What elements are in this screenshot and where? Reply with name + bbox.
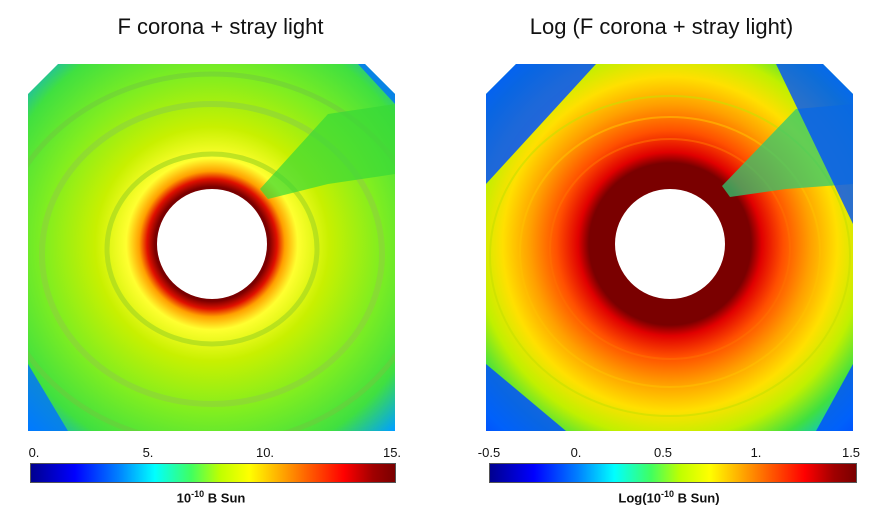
right-colorbar-tick: 0. <box>570 445 582 460</box>
left-colorbar-tick: 0. <box>28 445 40 460</box>
right-corner-blue <box>486 64 596 184</box>
right-panel: Log (F corona + stray light) <box>441 0 882 524</box>
right-colorbar-tick: 1.5 <box>841 445 861 460</box>
left-colorbar <box>30 463 396 483</box>
left-coronagraph-svg <box>28 64 395 431</box>
left-contour-ring <box>39 101 385 407</box>
right-colorbar-tick: 1. <box>750 445 762 460</box>
right-contour-ring <box>519 116 821 388</box>
left-occulter-disk <box>157 189 267 299</box>
right-corner-blue <box>776 64 853 224</box>
left-contour-ring <box>104 151 320 347</box>
left-corner-blue <box>28 364 68 431</box>
right-coronagraph-svg <box>486 64 853 431</box>
right-occulter-disk <box>615 189 725 299</box>
right-corner-blue <box>816 364 853 431</box>
left-panel: F corona + stray light <box>28 14 402 506</box>
left-panel-title: F corona + stray light <box>117 14 324 39</box>
right-colorbar <box>489 463 857 483</box>
left-colorbar-tick: 5. <box>142 445 154 460</box>
left-stray-light-streak <box>260 104 395 199</box>
right-contour-ring <box>489 95 851 417</box>
right-colorbar-unit: Log(10-10 B Sun) <box>618 489 720 506</box>
right-panel-title: Log (F corona + stray light) <box>529 14 794 39</box>
left-colorbar-tick: 15. <box>382 445 402 460</box>
right-colorbar-tick: 0.5 <box>653 445 673 460</box>
left-colorbar-tick: 10. <box>255 445 275 460</box>
left-coronagraph-image <box>28 64 395 436</box>
right-coronagraph-image <box>486 64 853 436</box>
right-contour-ring <box>549 138 791 360</box>
left-contour-ring <box>28 71 395 431</box>
right-corner-blue <box>486 364 566 431</box>
right-colorbar-tick: -0.5 <box>477 445 501 460</box>
left-colorbar-unit: 10-10 B Sun <box>176 489 246 506</box>
